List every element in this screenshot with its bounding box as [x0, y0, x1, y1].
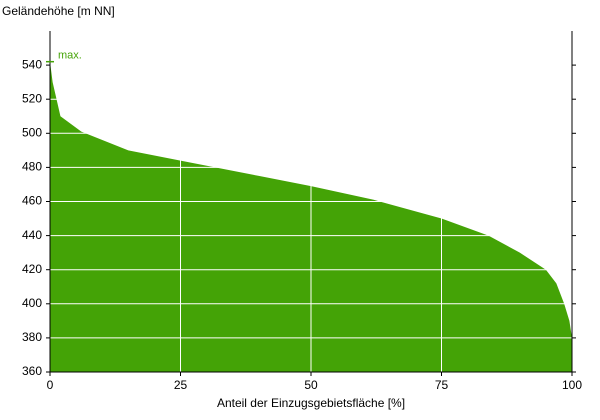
y-tick-label: 420: [22, 262, 42, 276]
y-tick-label: 440: [22, 228, 42, 242]
x-axis-label: Anteil der Einzugsgebietsfläche [%]: [217, 396, 405, 410]
y-tick-label: 360: [22, 364, 42, 378]
y-tick-label: 540: [22, 57, 42, 71]
y-axis-label: Geländehöhe [m NN]: [2, 4, 115, 18]
y-tick-label: 520: [22, 91, 42, 105]
y-tick-label: 500: [22, 125, 42, 139]
y-tick-label: 400: [22, 296, 42, 310]
x-tick-label: 0: [47, 378, 54, 392]
y-tick-label: 380: [22, 330, 42, 344]
x-tick-label: 75: [435, 378, 449, 392]
y-tick-label: 480: [22, 160, 42, 174]
y-tick-label: 460: [22, 194, 42, 208]
x-tick-label: 25: [174, 378, 188, 392]
annotation: max.: [58, 50, 82, 62]
x-tick-label: 50: [304, 378, 318, 392]
x-tick-label: 100: [562, 378, 582, 392]
